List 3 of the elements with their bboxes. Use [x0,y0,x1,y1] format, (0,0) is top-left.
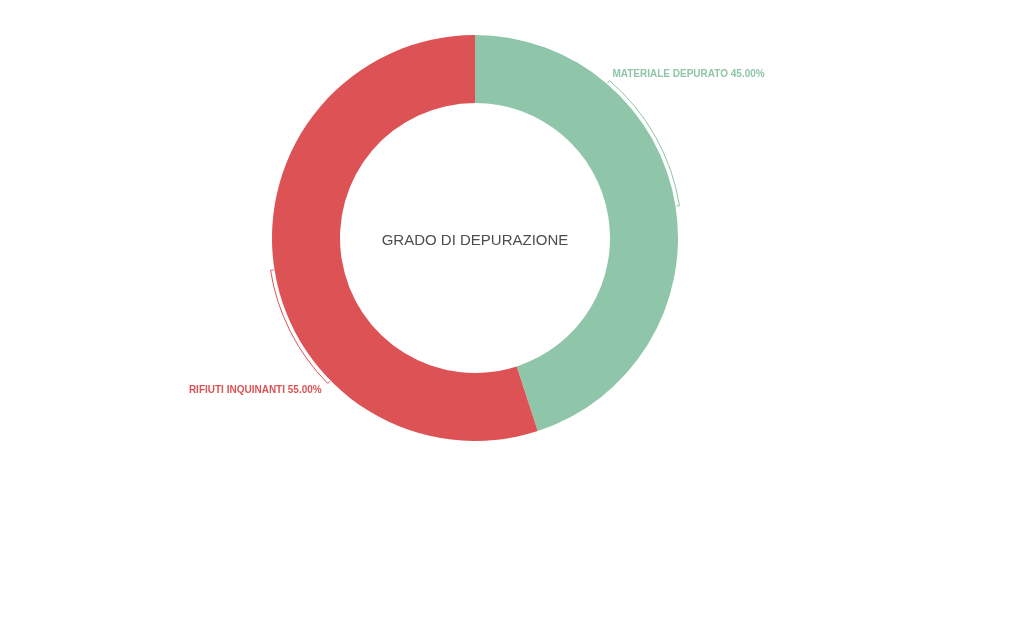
text: GRADO DI DEPURAZIONE [381,231,569,248]
slice-label: RIFIUTI INQUINANTI 55.00% [188,384,322,396]
slice-label: MATERIALE DEPURATO 45.00% [612,67,765,79]
